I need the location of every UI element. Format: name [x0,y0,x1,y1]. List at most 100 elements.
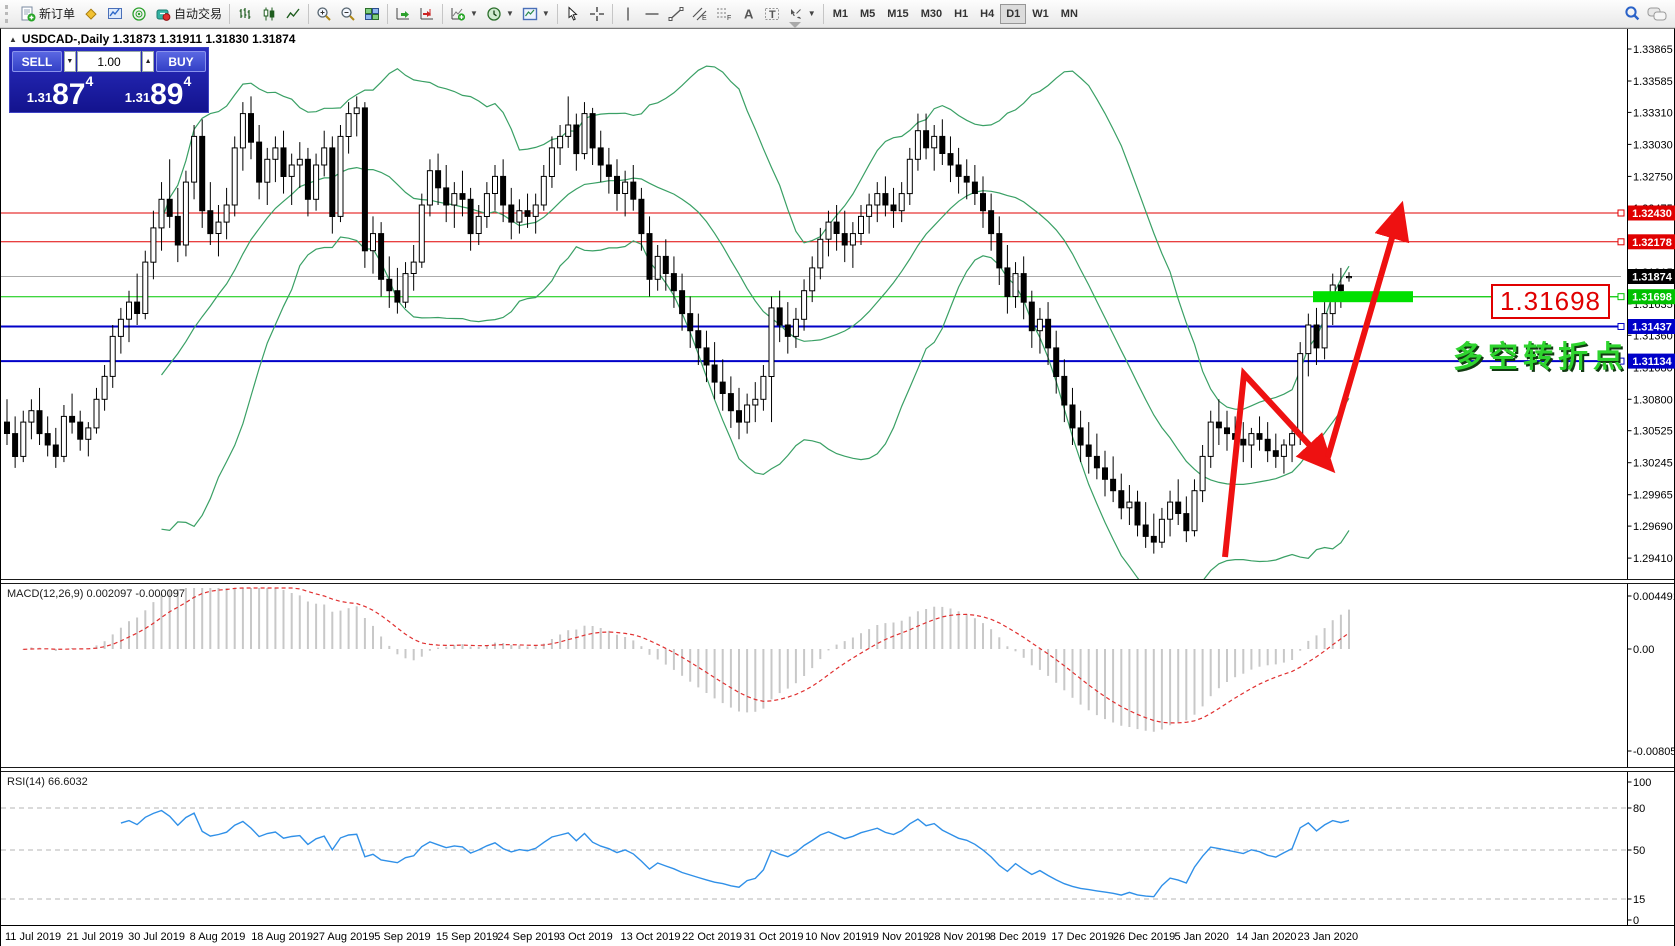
date-label: 19 Nov 2019 [866,931,930,943]
toolbar-separator [229,3,231,24]
tile-windows-button[interactable] [360,3,384,25]
timeframe-button-m1[interactable]: M1 [827,4,854,24]
text-icon: A [744,6,754,21]
profile-diamond-icon [85,7,97,20]
date-label: 3 Oct 2019 [558,931,613,943]
macd-canvas[interactable]: 0.004491 0.00 -0.008055 [1,584,1675,767]
chart-shift-button[interactable] [415,3,439,25]
template-icon [522,7,538,20]
signals-button[interactable] [127,3,151,25]
sell-price[interactable]: 1.31 87 4 [12,74,108,110]
sell-button[interactable]: SELL [12,51,62,72]
panel-splitter[interactable] [1,579,1674,584]
svg-text:1.32750: 1.32750 [1633,171,1673,183]
timeframe-toolbar: M1 M5 M15 M30 H1 H4 D1 W1 MN [827,3,1084,24]
text-tool[interactable]: A [736,3,760,25]
zoom-in-icon [317,6,331,21]
dropdown-caret-icon: ▼ [470,9,478,18]
date-label: 13 Oct 2019 [620,931,681,943]
tile-windows-icon [365,7,380,20]
charts-profile-button[interactable] [79,3,103,25]
svg-text:0: 0 [1633,915,1639,925]
svg-text:50: 50 [1633,845,1645,857]
cursor-tool-button[interactable] [561,3,585,25]
timeframe-button-m15[interactable]: M15 [881,4,914,24]
buy-price[interactable]: 1.31 89 4 [110,74,206,110]
volume-decrease-button[interactable]: ▼ [64,51,76,72]
chart-title: ▲ USDCAD-,Daily 1.31873 1.31911 1.31830 … [9,32,295,46]
svg-text:E: E [702,15,707,22]
text-label-tool[interactable]: T [760,3,784,25]
auto-scroll-button[interactable] [391,3,415,25]
periods-dropdown[interactable]: ▼ [482,3,518,25]
svg-text:F: F [727,15,731,22]
fibonacci-tool[interactable]: F [712,3,736,25]
chat-icon[interactable] [1647,6,1667,22]
svg-text:1.32430: 1.32430 [1632,208,1672,220]
new-chart-dropdown[interactable]: ▼ [446,3,482,25]
price-callout-label[interactable]: 1.31698 [1491,284,1610,319]
sell-price-sup: 4 [85,73,94,89]
svg-text:1.31874: 1.31874 [1632,272,1673,284]
templates-dropdown[interactable]: ▼ [518,3,554,25]
sell-price-big: 87 [52,78,86,111]
zoom-out-button[interactable] [336,3,360,25]
timeframe-button-d1[interactable]: D1 [1000,3,1027,24]
collapse-trade-panel-icon[interactable]: ▲ [9,34,17,44]
rsi-canvas[interactable]: 100 80 50 15 0 [1,772,1675,925]
timeframe-button-mn[interactable]: MN [1055,4,1084,24]
macd-panel: 0.004491 0.00 -0.008055 MACD(12,26,9) 0.00… [1,584,1675,767]
panel-toggle-grip[interactable] [789,22,801,28]
time-axis[interactable]: 11 Jul 2019 21 Jul 2019 30 Jul 2019 8 Aug 2… [1,925,1674,946]
timeframe-button-m5[interactable]: M5 [854,4,881,24]
buy-button[interactable]: BUY [156,51,206,72]
line-chart-mode-button[interactable] [281,3,305,25]
arrow-objects-icon [790,8,801,19]
rsi-label: RSI(14) 66.6032 [7,776,88,788]
sell-price-prefix: 1.31 [26,90,53,105]
cursor-arrow-icon [568,5,578,21]
zoom-in-button[interactable] [312,3,336,25]
svg-text:A: A [744,6,754,21]
main-chart-canvas[interactable]: 1.33865 1.33585 1.33310 1.33030 1.32750 1.324… [1,29,1675,579]
market-watch-button[interactable] [103,3,127,25]
turning-point-note[interactable]: 多空转折点 [1453,341,1628,374]
svg-text:0.00: 0.00 [1633,644,1654,656]
equidistant-channel-icon: E [692,7,707,22]
timeframe-button-h1[interactable]: H1 [948,4,974,24]
timeframe-button-h4[interactable]: H4 [974,4,1000,24]
autotrading-button[interactable]: 自动交易 [151,3,226,25]
rsi-panel: 100 80 50 15 0 RSI(14) 66.6032 [1,772,1674,925]
crosshair-icon [589,6,604,21]
date-label: 15 Sep 2019 [435,931,499,943]
search-icon[interactable] [1624,5,1641,22]
date-label: 28 Nov 2019 [928,931,991,943]
toolbar-separator [611,3,613,24]
volume-input[interactable] [76,51,142,72]
date-label: 26 Dec 2019 [1112,931,1176,943]
channel-tool[interactable]: E [688,3,712,25]
date-label: 22 Oct 2019 [682,931,742,943]
bar-chart-mode-button[interactable] [233,3,257,25]
crosshair-tool-button[interactable] [585,3,609,25]
fibonacci-icon: F [716,8,731,22]
candlestick-mode-button[interactable] [257,3,281,25]
toolbar-grip[interactable] [5,4,13,23]
date-label: 23 Jan 2020 [1297,931,1359,943]
new-order-icon [21,6,36,21]
timeframe-button-m30[interactable]: M30 [915,4,948,24]
date-label: 8 Dec 2019 [989,931,1047,943]
timeframe-button-w1[interactable]: W1 [1026,4,1055,24]
panel-splitter[interactable] [1,767,1674,772]
arrows-tool-dropdown[interactable]: ▼ [784,3,820,25]
vertical-line-tool[interactable] [616,3,640,25]
volume-increase-button[interactable]: ▲ [142,51,155,72]
new-order-button[interactable]: 新订单 [16,3,79,25]
horizontal-line-tool[interactable] [640,3,664,25]
svg-text:1.33030: 1.33030 [1633,139,1673,151]
svg-text:1.30245: 1.30245 [1633,458,1673,470]
trendline-tool[interactable] [664,3,688,25]
svg-text:1.29965: 1.29965 [1633,490,1673,502]
svg-text:1.31134: 1.31134 [1632,356,1672,368]
svg-text:1.30525: 1.30525 [1633,426,1673,438]
